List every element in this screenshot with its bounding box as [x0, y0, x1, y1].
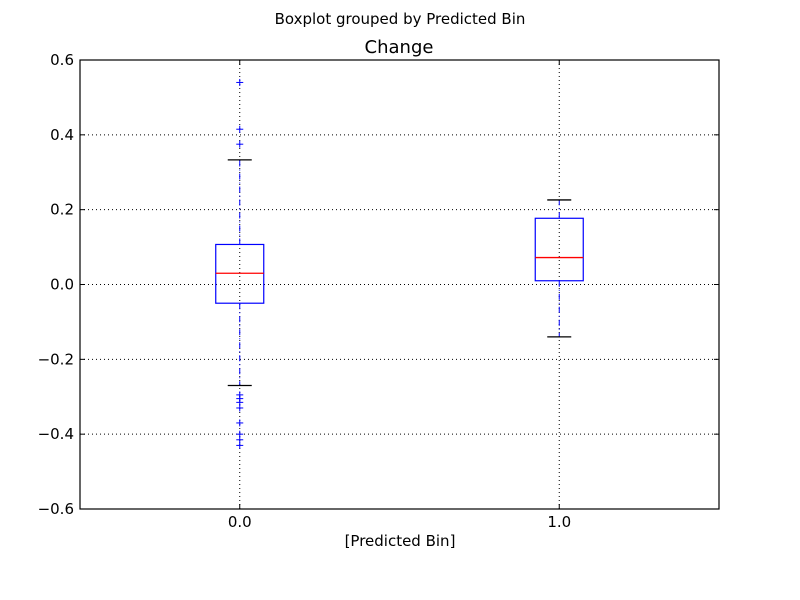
x-tick-label: 1.0 — [547, 513, 571, 531]
chart-title: Change — [365, 37, 434, 58]
box-iqr — [534, 217, 584, 282]
chart-suptitle: Boxplot grouped by Predicted Bin — [275, 10, 526, 28]
y-tick-label: −0.4 — [38, 425, 74, 443]
outlier-point — [236, 78, 244, 86]
plot-frame — [79, 59, 720, 510]
y-tick-label: 0.0 — [50, 276, 74, 294]
boxes — [215, 78, 584, 449]
x-axis-label: [Predicted Bin] — [345, 532, 456, 550]
outlier-point — [236, 404, 244, 412]
outlier-point — [236, 140, 244, 148]
axis-ticks: −0.6 −0.4 −0.2 0.0 0.2 0.4 0.6 0.0 1.0 — [38, 51, 719, 531]
grid-lines — [80, 60, 719, 509]
y-tick-label: 0.4 — [50, 126, 74, 144]
y-tick-label: −0.2 — [38, 350, 74, 368]
y-tick-label: 0.2 — [50, 201, 74, 219]
x-tick-label: 0.0 — [228, 513, 252, 531]
outlier-point — [236, 125, 244, 133]
y-tick-label: −0.6 — [38, 500, 74, 518]
outlier-point — [236, 419, 244, 427]
y-tick-label: 0.6 — [50, 51, 74, 69]
outlier-point — [236, 441, 244, 449]
